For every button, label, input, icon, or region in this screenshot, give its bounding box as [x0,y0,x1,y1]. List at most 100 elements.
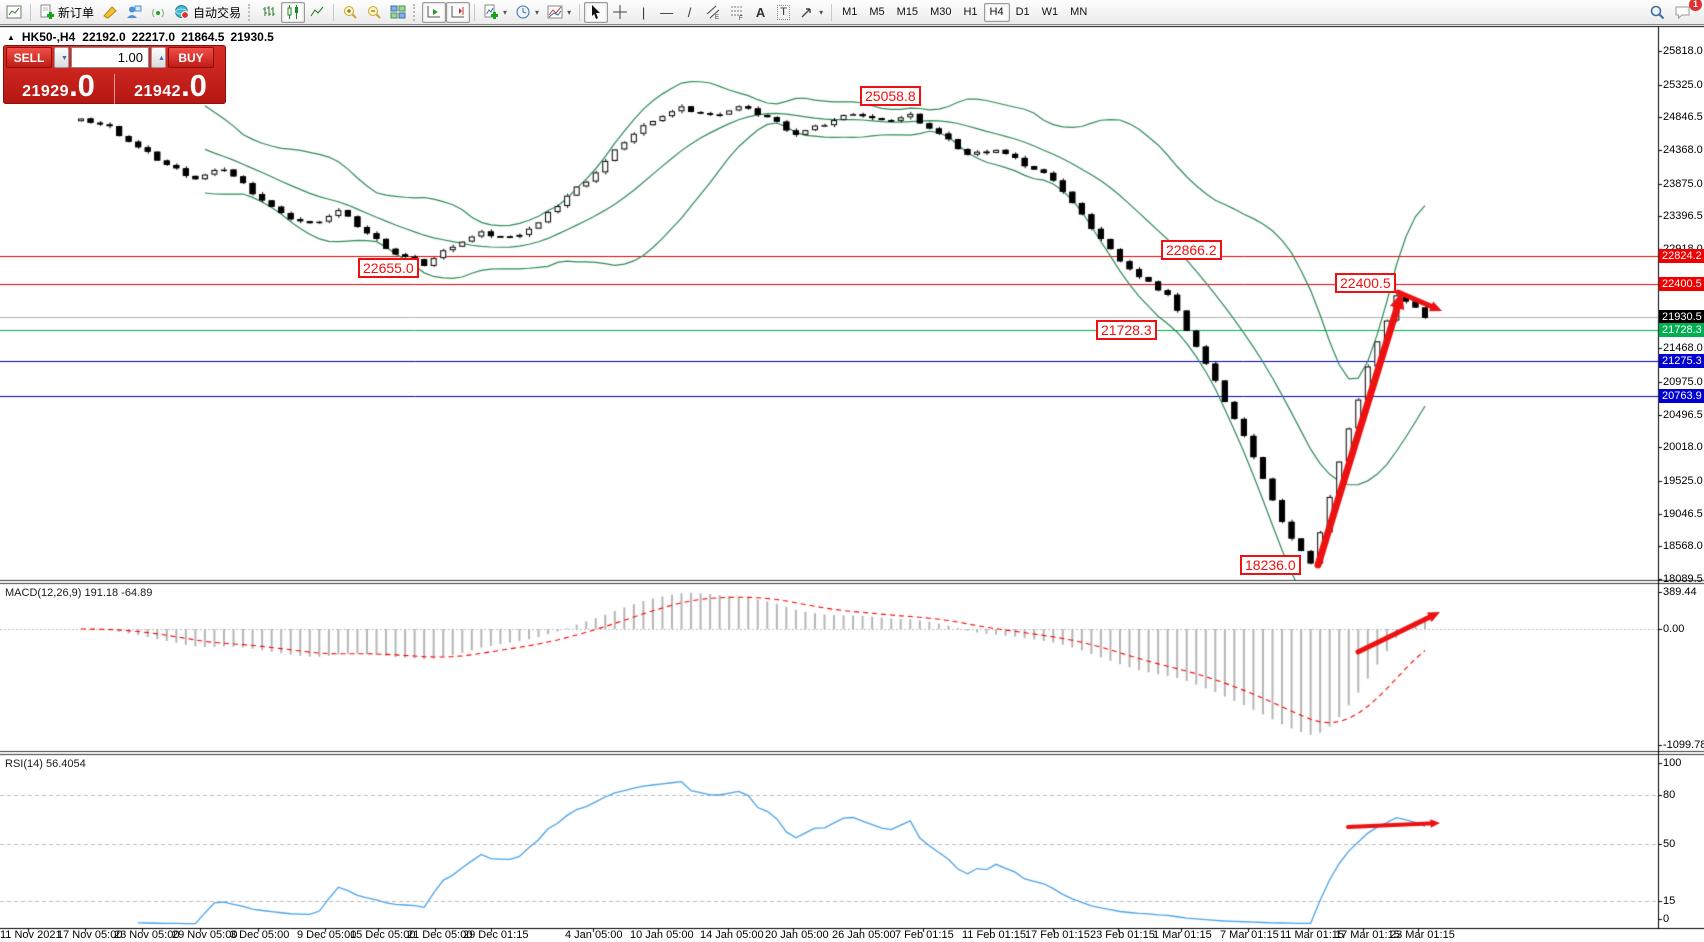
candlestick-chart-button[interactable] [281,1,306,23]
horizontal-line-icon: — [660,4,674,20]
auto-scroll-button[interactable] [422,1,447,23]
equidistant-channel-icon: E [706,5,720,20]
chevron-down-icon: ▾ [819,7,824,17]
chart-shift-icon [451,6,465,18]
text-button[interactable]: A [749,2,772,23]
indicators-icon [484,4,499,19]
sell-price-display[interactable]: 21929 .0 [3,70,115,104]
tile-windows-button[interactable] [386,2,410,23]
person-chart-icon [127,5,142,18]
toolbar-separator [333,3,335,21]
channel-button[interactable]: E [701,2,725,23]
indicators-button[interactable]: ▾ [479,2,511,23]
horizontal-line-button[interactable]: — [655,2,678,23]
crosshair-icon [613,5,628,19]
timeframe-m15-button[interactable]: M15 [891,3,924,22]
rsi-label: RSI(14) 56.4054 [5,758,86,770]
signals-button[interactable] [146,2,170,23]
trendline-icon: / [687,4,692,20]
toolbar-separator [579,3,581,21]
sell-price-main: 21929 [22,83,70,100]
cursor-icon [592,5,601,19]
text-icon: A [755,4,766,20]
auto-scroll-icon [427,6,441,18]
ohlc-close: 21930.5 [230,30,274,44]
timeframe-mn-button[interactable]: MN [1064,3,1093,22]
ohlc-low: 21864.5 [181,30,225,44]
volume-increase-button[interactable]: ▲ [151,47,166,68]
new-order-button[interactable]: 新订单 [35,2,98,23]
yellow-marker-icon [103,6,117,19]
search-icon [1650,5,1665,19]
volume-input[interactable] [71,47,149,68]
arrow-shape-icon [801,8,811,18]
toolbar-separator [30,3,31,21]
macd-label: MACD(12,26,9) 191.18 -64.89 [5,587,153,599]
bar-chart-button[interactable] [257,2,281,23]
templates-button[interactable]: ▾ [543,2,575,23]
timeframe-d1-button[interactable]: D1 [1010,3,1036,22]
timeframe-m30-button[interactable]: M30 [924,3,957,22]
vertical-line-icon: | [641,4,646,20]
buy-button[interactable]: BUY [168,47,214,68]
toolbar: 新订单 自动交易 ▾ ▾ [0,0,1704,25]
broadcast-icon [152,8,164,18]
new-order-icon [40,4,54,19]
chevron-down-icon: ▾ [503,7,508,17]
volume-decrease-button[interactable]: ▼ [54,47,69,68]
bar-chart-icon [263,6,276,16]
text-label-button[interactable]: T [772,2,795,23]
svg-text:E: E [715,15,719,20]
tile-windows-icon [390,5,406,19]
chart-shift-button[interactable] [446,1,471,23]
timeframe-w1-button[interactable]: W1 [1036,3,1065,22]
toolbar-grip [413,3,419,21]
toolbar-grip [248,3,254,21]
notification-badge: 1 [1689,0,1702,11]
shapes-button[interactable]: ▾ [795,2,827,23]
trendline-button[interactable]: / [678,2,701,23]
timeframe-m5-button[interactable]: M5 [863,3,890,22]
templates-icon [547,5,563,19]
ohlc-high: 22217.0 [131,30,176,44]
zoom-out-button[interactable] [362,2,386,23]
auto-trading-button[interactable]: 自动交易 [170,2,245,23]
clock-icon [516,5,530,19]
one-click-trading-panel: SELL ▼ ▲ BUY 21929 .0 21942 .0 [3,45,226,104]
timeframe-h4-button[interactable]: H4 [983,2,1010,22]
auto-trading-label: 自动交易 [193,5,242,20]
vertical-line-button[interactable]: | [632,2,655,23]
line-chart-button[interactable] [305,2,329,23]
timeframe-m1-button[interactable]: M1 [836,3,863,22]
periods-button[interactable]: ▾ [511,2,543,23]
buy-price-display[interactable]: 21942 .0 [115,68,226,104]
marker-button[interactable] [98,2,122,23]
crosshair-button[interactable] [608,2,632,23]
collapse-panel-icon[interactable]: ▲ [7,32,15,42]
new-chart-button[interactable] [2,2,26,23]
fibonacci-button[interactable]: F [725,2,749,23]
chevron-down-icon: ▾ [567,7,572,17]
svg-text:F: F [739,16,743,20]
symbol-name: HK50-,H4 [21,30,76,44]
search-button[interactable] [1645,2,1670,23]
chevron-down-icon: ▾ [535,7,540,17]
ohlc-open: 22192.0 [82,30,126,44]
new-chart-icon [6,5,22,19]
sell-button[interactable]: SELL [6,47,52,68]
zoom-out-icon [368,6,381,19]
cursor-button[interactable] [584,1,609,23]
depth-of-market-button[interactable] [122,2,146,23]
buy-price-frac: .0 [181,68,207,103]
zoom-in-icon [344,6,357,19]
fibonacci-icon: F [731,6,743,20]
toolbar-separator [831,3,833,21]
symbol-info-bar: ▲ HK50-,H4 22192.0 22217.0 21864.5 21930… [7,30,274,44]
timeframe-h1-button[interactable]: H1 [957,3,983,22]
zoom-in-button[interactable] [338,2,362,23]
text-label-icon: T [777,4,790,20]
new-order-label: 新订单 [58,5,95,20]
chat-bubble-icon [1675,6,1690,20]
notifications-button[interactable] [1670,2,1696,23]
